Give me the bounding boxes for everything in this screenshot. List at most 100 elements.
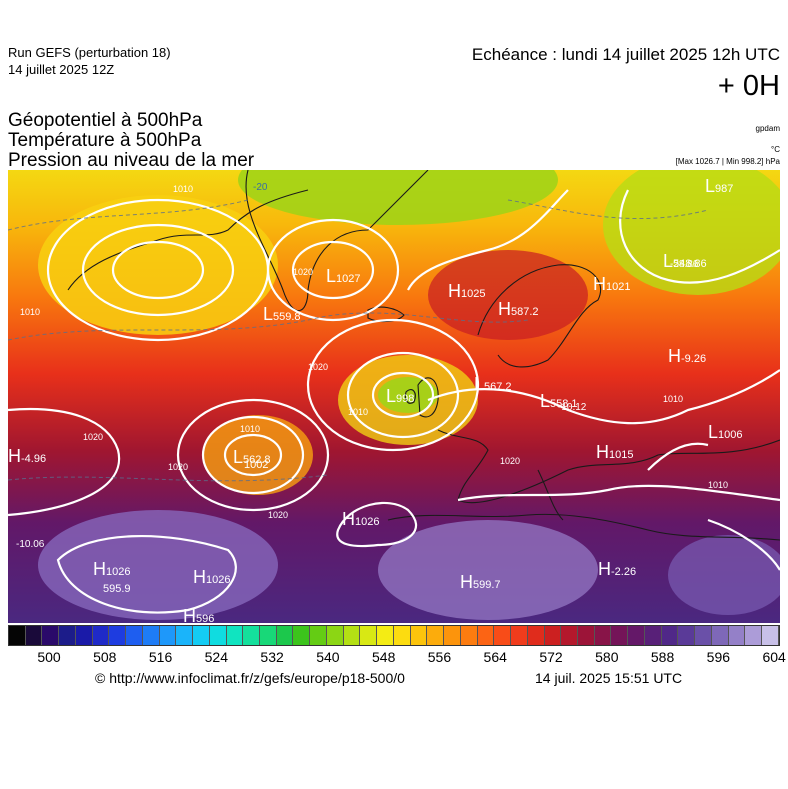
isobar-atlantic-3 bbox=[176, 398, 330, 512]
isotherm-1 bbox=[8, 199, 249, 231]
isobar-labels: 1010 1020 1020 1010 1020 1010 1020 1010 … bbox=[20, 184, 728, 520]
coastlines bbox=[67, 170, 780, 541]
colorbar-swatch bbox=[594, 626, 612, 645]
colorbar-swatch bbox=[360, 626, 378, 645]
other-labels: -10.06 -10.12 -28.86 -20 bbox=[16, 182, 699, 550]
colorbar-swatch bbox=[25, 626, 43, 645]
colorbar-swatch bbox=[544, 626, 562, 645]
colorbar-tick-label: 564 bbox=[483, 649, 507, 665]
lavender-field-sahara bbox=[378, 520, 598, 620]
colorbar-swatch bbox=[762, 626, 779, 645]
temperature-label: -28.86 bbox=[670, 259, 699, 270]
red-field-norway bbox=[428, 250, 588, 340]
colorbar-swatch bbox=[711, 626, 729, 645]
colorbar-swatch bbox=[276, 626, 294, 645]
run-date: 14 juillet 2025 12Z bbox=[8, 62, 115, 77]
colorbar-swatch bbox=[393, 626, 411, 645]
isobar-europe bbox=[427, 369, 780, 425]
weather-map[interactable]: H1025 H587.2 H1026 H1026 595.9 H1026 H59… bbox=[8, 170, 780, 623]
isobar-north bbox=[407, 189, 569, 291]
green-field-north bbox=[238, 170, 558, 225]
coast-britain bbox=[417, 377, 439, 418]
colorbar-swatch bbox=[577, 626, 595, 645]
isobar-label: 1010 bbox=[240, 424, 260, 434]
high-5959: 595.9 bbox=[103, 583, 131, 595]
temperature-label: -20 bbox=[253, 182, 268, 193]
colorbar-tick-label: 540 bbox=[316, 649, 340, 665]
colorbar-swatch bbox=[745, 626, 763, 645]
render-time: 14 juil. 2025 15:51 UTC bbox=[535, 670, 683, 686]
orange-field-atlantic bbox=[203, 415, 313, 495]
colorbar-ticks: 500 508 516 524 532 540 548 556 564 572 580 588 596 6… bbox=[8, 649, 786, 667]
colorbar-swatch bbox=[326, 626, 344, 645]
colorbar-swatch bbox=[75, 626, 93, 645]
yellow-field-labrador bbox=[38, 195, 278, 335]
colorbar-swatch bbox=[644, 626, 662, 645]
isobar-label: 1020 bbox=[500, 456, 520, 466]
isobar-label: 1020 bbox=[168, 462, 188, 472]
isobar-greenland-1 bbox=[291, 240, 375, 300]
colorbar-tick-label: 588 bbox=[650, 649, 675, 665]
weather-map-svg: H1025 H587.2 H1026 H1026 595.9 H1026 H59… bbox=[8, 170, 780, 623]
variable-geopotential: Géopotentiel à 500hPa bbox=[8, 110, 203, 131]
colorbar-tick-label: 604 bbox=[762, 649, 786, 665]
colorbar-swatch bbox=[42, 626, 60, 645]
colorbar-swatch bbox=[628, 626, 645, 645]
colorbar-swatch bbox=[176, 626, 194, 645]
isobars bbox=[8, 189, 780, 614]
isobar-label: 1010 bbox=[663, 394, 683, 404]
isobar-west bbox=[8, 408, 121, 517]
isobar-southeast bbox=[707, 518, 780, 571]
green-field-northeast bbox=[603, 170, 780, 295]
colorbar-swatch bbox=[427, 626, 445, 645]
colorbar-swatch bbox=[142, 626, 160, 645]
isobar-greenland-2 bbox=[266, 218, 400, 322]
colorbar-swatch bbox=[695, 626, 712, 645]
colorbar-swatch bbox=[293, 626, 311, 645]
isobar-labrador-2 bbox=[81, 223, 235, 317]
colorbar-swatch bbox=[59, 626, 76, 645]
lavender-field-southeast bbox=[668, 535, 780, 615]
isobar-mediterranean bbox=[457, 484, 780, 502]
isobar-label: 1020 bbox=[293, 267, 313, 277]
colorbar-swatch bbox=[678, 626, 696, 645]
run-title: Run GEFS (perturbation 18) bbox=[8, 45, 171, 60]
coast-scandinavia bbox=[477, 264, 601, 368]
unit-geopotential: gpdam bbox=[755, 124, 780, 133]
isobar-label: 1020 bbox=[83, 432, 103, 442]
temperature-isotherms bbox=[8, 199, 709, 482]
colorbar-swatch bbox=[494, 626, 512, 645]
isobar-label: 1010 bbox=[173, 184, 193, 194]
coast-greenland bbox=[245, 170, 429, 312]
isobar-label: 1010 bbox=[20, 307, 40, 317]
colorbar-swatch bbox=[343, 626, 361, 645]
colorbar-swatch bbox=[126, 626, 143, 645]
isobar-ireland-1 bbox=[371, 371, 435, 419]
forecast-valid-time: Echéance : lundi 14 juillet 2025 12h UTC bbox=[471, 45, 780, 64]
colorbar-swatch bbox=[527, 626, 545, 645]
colorbar-tick-label: 580 bbox=[595, 649, 619, 665]
colorbar-swatch bbox=[728, 626, 746, 645]
isobar-northeast bbox=[619, 189, 780, 284]
colorbar-swatch bbox=[159, 626, 177, 645]
isotherm-4 bbox=[507, 199, 709, 220]
isobar-label: 1010 bbox=[348, 407, 368, 417]
colorbar-tick-label: 556 bbox=[427, 649, 452, 665]
isobar-ireland-2 bbox=[346, 351, 460, 439]
isobar-labrador-1 bbox=[111, 240, 205, 300]
temperature-label: -10.12 bbox=[558, 402, 587, 413]
colorbar-swatch bbox=[561, 626, 578, 645]
lavender-field-southwest bbox=[38, 510, 278, 620]
colorbar-swatch bbox=[209, 626, 227, 645]
unit-temperature: °C bbox=[771, 145, 780, 154]
isobar-atlantic-1 bbox=[223, 433, 283, 477]
temperature-label: -10.06 bbox=[16, 539, 45, 550]
credit-link[interactable]: © http://www.infoclimat.fr/z/gefs/europe… bbox=[95, 670, 405, 686]
colorbar-tick-label: 524 bbox=[204, 649, 229, 665]
isotherm-2 bbox=[8, 312, 529, 341]
colorbar-tick-label: 596 bbox=[706, 649, 731, 665]
colorbar-tick-label: 532 bbox=[260, 649, 284, 665]
colorbar-swatch bbox=[460, 626, 478, 645]
colorbar-swatch bbox=[661, 626, 679, 645]
coast-ireland bbox=[404, 389, 416, 404]
